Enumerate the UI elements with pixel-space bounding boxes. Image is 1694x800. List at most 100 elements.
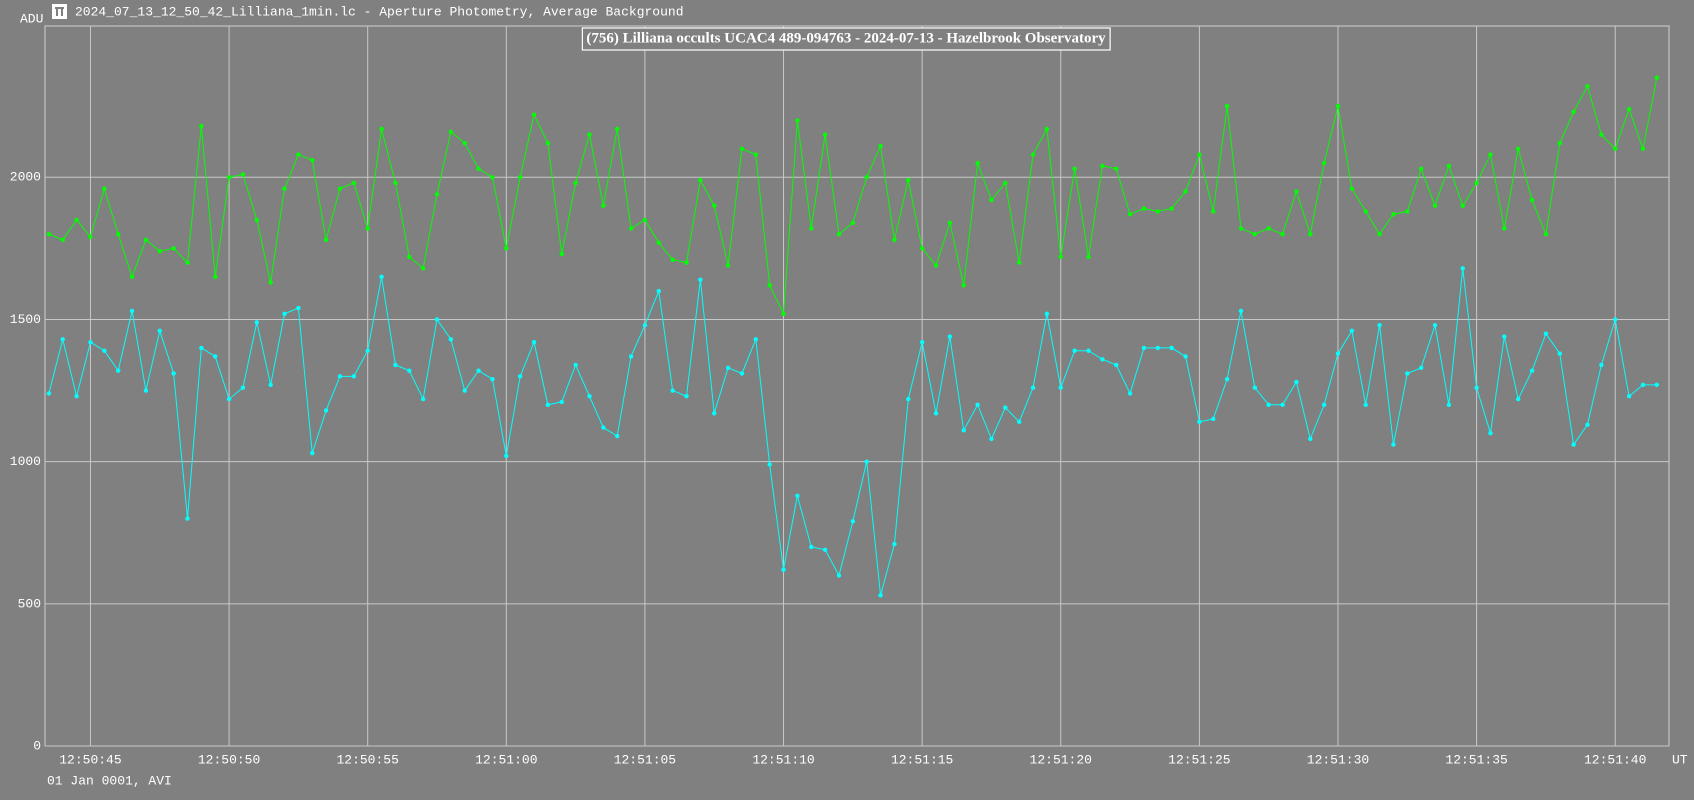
data-point [698,177,703,183]
data-point [60,237,65,243]
data-point [1377,231,1382,237]
data-point [476,166,481,171]
data-point [933,263,939,268]
data-point [1224,376,1230,382]
data-point [1460,266,1465,271]
data-point [143,237,149,243]
data-point [1072,348,1077,353]
data-point [1280,231,1285,237]
data-point [1571,442,1576,447]
data-point [1321,160,1327,166]
data-point [1391,442,1396,447]
data-point [1224,103,1230,109]
data-point [767,462,772,467]
data-point [185,260,190,265]
x-tick-label: 12:51:10 [752,752,814,767]
data-point [698,277,703,282]
data-point [1058,254,1063,260]
data-point [1100,357,1105,362]
data-point [1377,322,1382,328]
data-point [1211,416,1216,422]
data-point [573,362,578,368]
data-point [365,226,370,231]
data-point [1308,231,1313,237]
data-point [1114,166,1119,171]
data-point [1585,422,1590,427]
x-axis-label: UT [1672,752,1688,767]
data-point [850,519,856,524]
title-box [581,27,1111,51]
data-point [1197,419,1202,425]
data-point [1391,212,1396,217]
data-point [213,274,218,280]
x-tick-label: 12:51:05 [614,752,676,767]
data-point [1363,402,1368,407]
data-point [1418,166,1424,171]
data-point [1114,362,1119,368]
data-point [1058,385,1063,390]
data-point [601,425,606,430]
data-point [1488,431,1493,436]
data-point [1460,203,1465,208]
data-point [1515,146,1521,152]
data-point [1155,209,1160,214]
data-point [1640,146,1646,152]
data-point [1197,152,1202,157]
data-point [989,436,994,442]
data-point [864,175,869,180]
data-point [310,158,315,163]
data-point [240,385,246,390]
data-point [407,254,412,260]
data-point [1308,436,1313,442]
data-point [1003,180,1008,186]
data-point [351,180,357,186]
data-point [1529,368,1535,373]
data-point [102,348,107,353]
data-point [1294,379,1299,385]
data-point [822,132,828,137]
data-point [171,371,176,376]
data-point [365,348,370,353]
data-point [656,288,661,294]
data-point [850,220,856,225]
data-point [1502,334,1507,339]
data-point [226,175,232,180]
data-point [88,234,93,240]
data-point [74,394,79,399]
footer: 01 Jan 0001, AVI [47,773,172,788]
data-point [1613,317,1618,322]
data-point [420,396,426,402]
y-axis-label: ADU [20,11,43,26]
data-point [199,345,204,351]
window-title: 2024_07_13_12_50_42_Lilliana_1min.lc - A… [75,4,684,19]
data-point [836,231,842,237]
x-tick-label: 12:51:00 [475,752,537,767]
data-point [462,140,467,146]
data-point [531,112,537,117]
data-point [614,433,620,439]
data-point [795,118,800,123]
data-point [906,177,911,183]
grid: 0 500 1000 1500 2000 12:50:45 12:50:50 12:50:55… [10,26,1669,767]
data-point [573,180,578,186]
data-point [517,175,523,180]
data-point [379,274,384,280]
data-point [1252,385,1258,390]
data-point [1599,132,1604,137]
data-point [919,340,925,345]
data-point [46,231,52,237]
data-point [809,226,814,231]
data-point [947,220,953,225]
data-point [504,246,509,251]
y-tick-label: 1000 [10,454,41,469]
data-point [531,340,537,345]
data-point [892,541,897,547]
x-tick-label: 12:51:30 [1307,752,1369,767]
data-point [1557,351,1562,356]
data-point [143,388,149,393]
data-point [1626,106,1632,112]
data-point [1169,345,1174,351]
data-point [254,320,260,325]
data-point [420,266,426,271]
